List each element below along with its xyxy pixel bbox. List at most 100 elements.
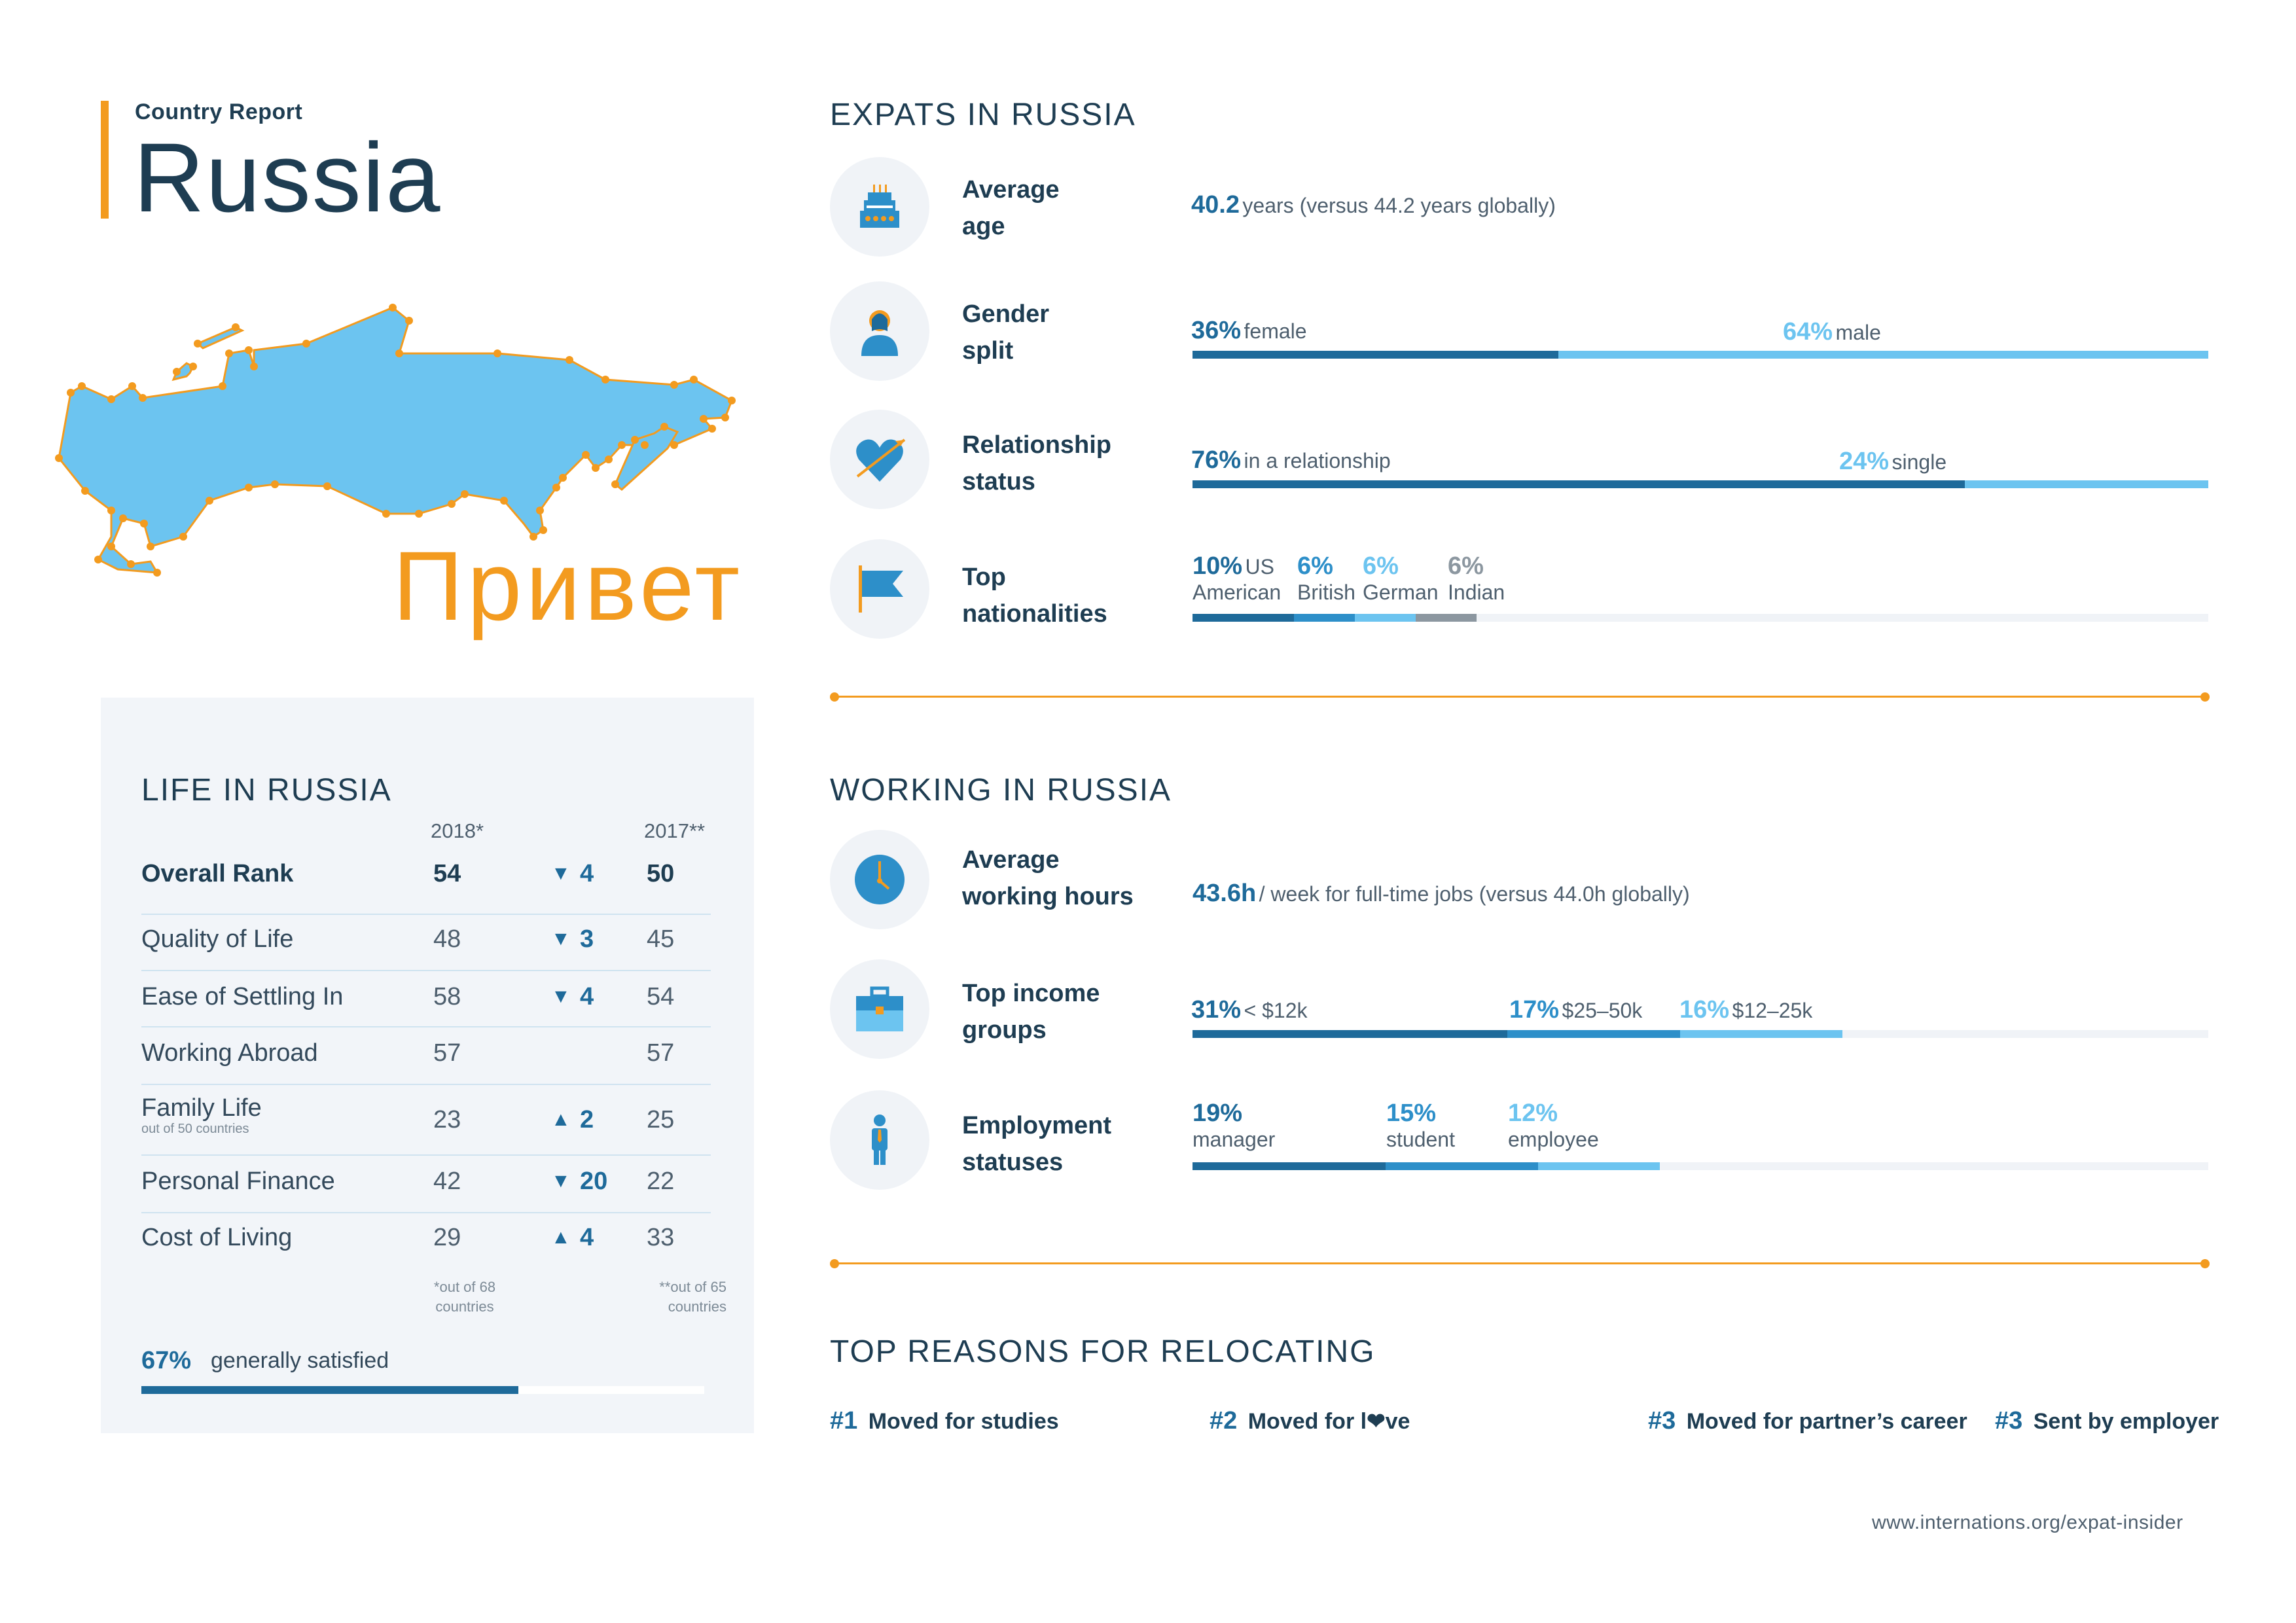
reason-rank: #1 <box>830 1407 858 1435</box>
row-label: Quality of Life <box>141 925 294 953</box>
change-arrow-icon: ▼ <box>551 1170 571 1192</box>
row-divider <box>141 1084 711 1085</box>
nationality-name: German <box>1363 580 1439 604</box>
employment-bar-segment <box>1193 1162 1386 1170</box>
employment-role: student <box>1386 1128 1455 1151</box>
reason-3b: #3 Sent by employer <box>1995 1407 2219 1435</box>
briefcase-icon <box>856 986 903 1031</box>
male-label: male <box>1835 321 1881 344</box>
nationality-bar-segment <box>1294 614 1355 622</box>
nationality-name: American <box>1193 580 1282 604</box>
nationality-british: 6% British <box>1297 552 1355 605</box>
divider-dot <box>830 1259 839 1268</box>
nationality-bar-segment <box>1193 614 1294 622</box>
value-2018: 57 <box>433 1039 461 1067</box>
relationship-stat: 76% in a relationship <box>1191 446 1391 474</box>
value-2018: 23 <box>433 1106 461 1133</box>
rank-change: 4 <box>580 860 594 887</box>
nationality-us: 10% US American <box>1193 552 1281 605</box>
flag-icon-circle <box>830 539 929 639</box>
male-percent: 64% <box>1783 318 1833 346</box>
working-hours-value: 43.6h <box>1193 880 1257 907</box>
column-header-2017: 2017** <box>644 819 706 842</box>
gender-bar-male <box>1558 351 2208 359</box>
satisfaction-bar-fill <box>141 1386 518 1394</box>
section-divider <box>834 1262 2204 1264</box>
title-accent-bar <box>101 101 109 219</box>
relationship-percent: 76% <box>1191 446 1242 474</box>
income-bar-track <box>1193 1030 2208 1038</box>
row-divider <box>141 1154 711 1156</box>
nationalities-bar-track <box>1193 614 2208 622</box>
employment-employee: 12% employee <box>1508 1099 1599 1152</box>
nationality-percent: 6% <box>1363 552 1399 580</box>
value-2018: 48 <box>433 925 461 953</box>
male-stat: 64% male <box>1783 318 1881 346</box>
reason-rank: #3 <box>1995 1407 2023 1435</box>
clock-icon <box>855 855 905 904</box>
value-2017: 57 <box>647 1039 675 1067</box>
row-divider <box>141 1212 711 1213</box>
value-2017: 33 <box>647 1224 675 1251</box>
nationality-percent: 6% <box>1448 552 1484 580</box>
life-row-family-life: Family Life out of 50 countries 23 ▲ 2 2… <box>141 1088 711 1136</box>
employment-percent: 12% <box>1508 1099 1558 1127</box>
relationship-bar-track <box>1193 480 2208 488</box>
income-group-3: 16% $12–25k <box>1679 996 1812 1024</box>
footnote-2018: *out of 68 countries <box>419 1277 511 1317</box>
row-label: Overall Rank <box>141 860 294 887</box>
employment-role: employee <box>1508 1128 1599 1151</box>
rank-change: 2 <box>580 1106 594 1133</box>
relationship-bar-in <box>1193 480 1965 488</box>
reasons-section-title: TOP REASONS FOR RELOCATING <box>830 1334 1376 1369</box>
working-hours-label: Average working hours <box>962 842 1172 915</box>
rank-change: 3 <box>580 925 594 953</box>
cake-icon <box>860 185 899 228</box>
reason-text: Moved for partner’s career <box>1686 1409 1967 1434</box>
row-divider <box>141 970 711 971</box>
value-2017: 25 <box>647 1106 675 1133</box>
income-bar-segment <box>1680 1030 1842 1038</box>
rank-change: 4 <box>580 1224 594 1251</box>
employment-role: manager <box>1193 1128 1276 1151</box>
single-stat: 24% single <box>1839 448 1946 476</box>
employment-percent: 15% <box>1386 1099 1437 1127</box>
value-2018: 54 <box>433 860 461 887</box>
income-range: $25–50k <box>1562 999 1643 1022</box>
column-header-2018: 2018* <box>431 819 484 842</box>
source-url-link[interactable]: www.internations.org/expat-insider <box>1872 1512 2183 1533</box>
nationality-bar-segment <box>1355 614 1416 622</box>
label-line: Relationship <box>962 431 1112 459</box>
change-arrow-icon: ▼ <box>551 863 571 884</box>
relationship-status-label: Relationship status <box>962 427 1172 500</box>
life-row-working-abroad: Working Abroad 57 57 <box>141 1033 711 1079</box>
working-hours-stat: 43.6h / week for full-time jobs (versus … <box>1193 880 1690 908</box>
nationality-percent: 10% <box>1193 552 1243 580</box>
row-sublabel: out of 50 countries <box>141 1122 249 1136</box>
life-row-personal-finance: Personal Finance 42 ▼ 20 22 <box>141 1161 711 1207</box>
label-line: Gender <box>962 300 1050 328</box>
female-percent: 36% <box>1191 317 1242 344</box>
nationality-name: British <box>1297 580 1355 604</box>
average-age-text: years (versus 44.2 years globally) <box>1242 194 1556 217</box>
heart-icon: ❤ <box>1367 1409 1386 1434</box>
working-section-title: WORKING IN RUSSIA <box>830 773 1172 808</box>
employment-bar-track <box>1193 1162 2208 1170</box>
life-row-cost-of-living: Cost of Living 29 ▲ 4 33 <box>141 1217 711 1263</box>
reason-1: #1 Moved for studies <box>830 1407 1059 1435</box>
single-percent: 24% <box>1839 448 1890 475</box>
nationality-bar-segment <box>1416 614 1477 622</box>
value-2018: 29 <box>433 1224 461 1251</box>
row-divider <box>141 1026 711 1027</box>
change-arrow-icon: ▼ <box>551 986 571 1007</box>
footnote-line: **out of 65 <box>659 1279 726 1295</box>
employment-student: 15% student <box>1386 1099 1455 1152</box>
income-group-1: 31% < $12k <box>1191 996 1307 1024</box>
gender-bar-female <box>1193 351 1558 359</box>
nationality-percent: 6% <box>1297 552 1333 580</box>
income-range: $12–25k <box>1732 999 1813 1022</box>
value-2017: 50 <box>647 860 675 887</box>
top-nationalities-label: Top nationalities <box>962 559 1172 632</box>
footnote-2017: **out of 65 countries <box>628 1277 726 1317</box>
average-age-value: 40.2 <box>1191 191 1240 219</box>
